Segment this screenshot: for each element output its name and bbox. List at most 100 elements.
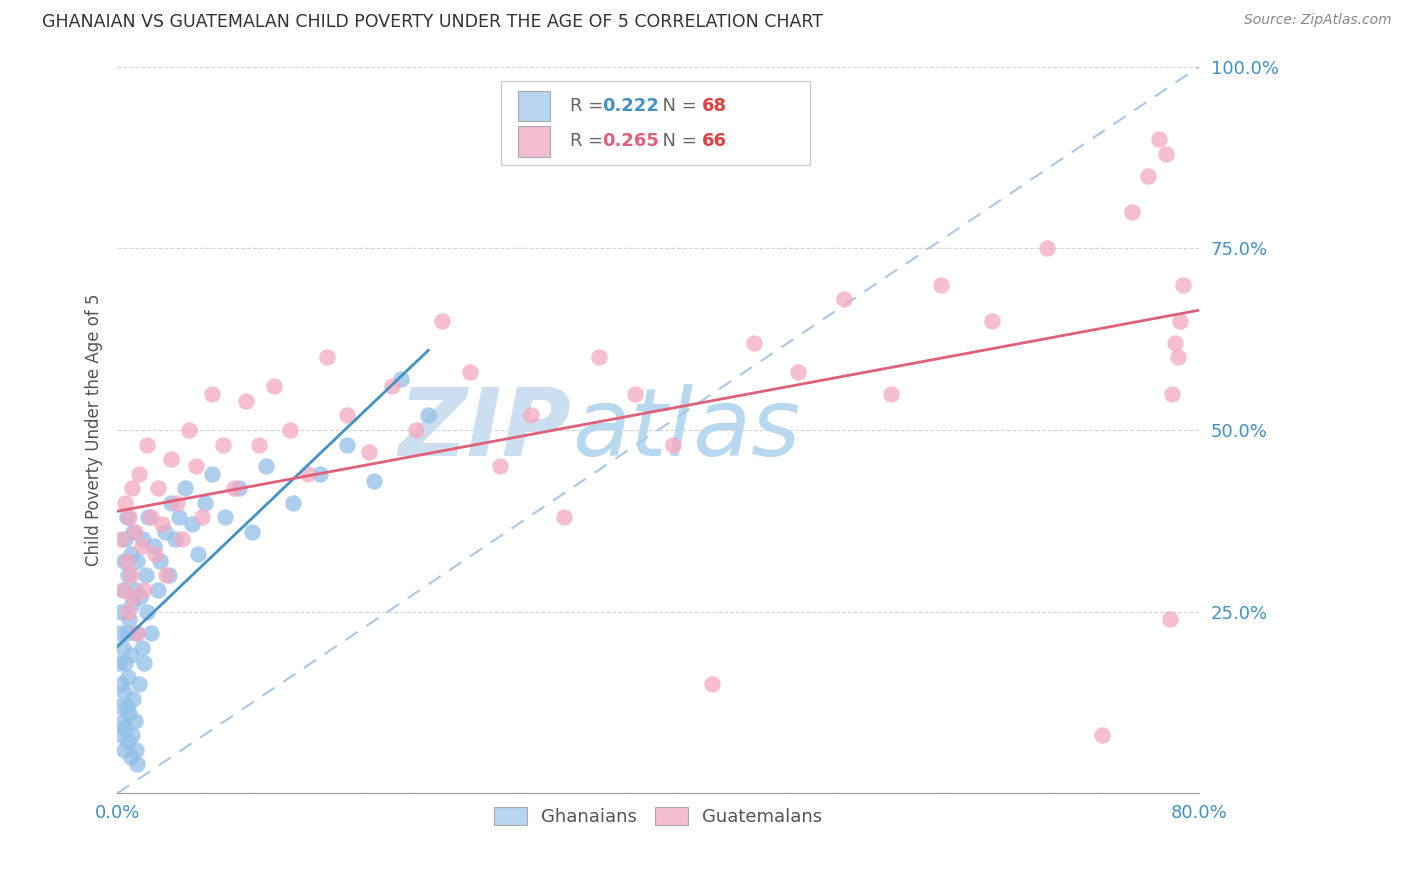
Point: [160, 452, 183, 467]
Legend: Ghanaians, Guatemalans: Ghanaians, Guatemalans: [485, 798, 831, 835]
Point: [136, 605, 159, 619]
Point: [280, 423, 302, 437]
Point: [405, 423, 427, 437]
Point: [1091, 728, 1114, 742]
Point: [118, 706, 141, 721]
Point: [121, 598, 143, 612]
Point: [1167, 351, 1189, 365]
Point: [363, 474, 385, 488]
Point: [131, 539, 153, 553]
Point: [184, 459, 207, 474]
Point: [172, 532, 194, 546]
Point: [114, 532, 136, 546]
Point: [228, 481, 250, 495]
Point: [127, 626, 149, 640]
Point: [118, 510, 141, 524]
Point: [120, 547, 142, 561]
Point: [110, 532, 132, 546]
Point: [381, 379, 404, 393]
Point: [110, 605, 132, 619]
Point: [122, 691, 145, 706]
Point: [124, 582, 146, 597]
Point: [136, 437, 159, 451]
Point: [489, 459, 512, 474]
Point: [114, 721, 136, 735]
Point: [166, 496, 188, 510]
Point: [430, 314, 453, 328]
Point: [153, 524, 176, 539]
Point: [929, 277, 952, 292]
Point: [107, 656, 129, 670]
Point: [169, 510, 191, 524]
Point: [111, 582, 134, 597]
Point: [124, 524, 146, 539]
Point: [142, 539, 165, 553]
Text: ZIP: ZIP: [399, 384, 572, 476]
Point: [191, 510, 214, 524]
Text: R =: R =: [569, 97, 609, 115]
Text: atlas: atlas: [572, 384, 800, 475]
Point: [1137, 169, 1160, 183]
Point: [127, 757, 149, 772]
Point: [786, 365, 808, 379]
Point: [247, 437, 270, 451]
Point: [880, 386, 903, 401]
Point: [115, 626, 138, 640]
Text: 68: 68: [702, 97, 727, 115]
Point: [139, 510, 162, 524]
Point: [1164, 335, 1187, 350]
Point: [744, 335, 766, 350]
Point: [134, 582, 156, 597]
Point: [121, 728, 143, 742]
Point: [124, 714, 146, 728]
Point: [128, 677, 150, 691]
Point: [165, 532, 187, 546]
Point: [115, 510, 138, 524]
Point: [125, 626, 148, 640]
Point: [146, 481, 169, 495]
Point: [112, 743, 135, 757]
Text: 0.265: 0.265: [602, 132, 659, 151]
Point: [553, 510, 575, 524]
Point: [132, 532, 155, 546]
Point: [180, 517, 202, 532]
Y-axis label: Child Poverty Under the Age of 5: Child Poverty Under the Age of 5: [86, 293, 103, 566]
Point: [146, 582, 169, 597]
Point: [131, 640, 153, 655]
Point: [177, 423, 200, 437]
Point: [117, 568, 139, 582]
Point: [281, 496, 304, 510]
Point: [111, 640, 134, 655]
Point: [263, 379, 285, 393]
Point: [832, 292, 855, 306]
Point: [520, 409, 543, 423]
Point: [129, 590, 152, 604]
Point: [211, 437, 233, 451]
Point: [122, 524, 145, 539]
Point: [125, 743, 148, 757]
Point: [1161, 386, 1184, 401]
Text: Source: ZipAtlas.com: Source: ZipAtlas.com: [1244, 13, 1392, 28]
Point: [702, 677, 724, 691]
Point: [128, 467, 150, 481]
Point: [127, 554, 149, 568]
Point: [242, 524, 264, 539]
Point: [117, 670, 139, 684]
Point: [157, 568, 180, 582]
Point: [121, 481, 143, 495]
Text: 0.222: 0.222: [602, 97, 659, 115]
Point: [201, 386, 224, 401]
Point: [117, 735, 139, 749]
Point: [108, 626, 131, 640]
Point: [336, 409, 359, 423]
Point: [136, 510, 159, 524]
Point: [112, 582, 135, 597]
Point: [135, 568, 157, 582]
Point: [143, 547, 166, 561]
Point: [254, 459, 277, 474]
FancyBboxPatch shape: [502, 81, 810, 165]
Point: [155, 568, 177, 582]
Point: [222, 481, 245, 495]
Point: [118, 612, 141, 626]
Text: R =: R =: [569, 132, 609, 151]
